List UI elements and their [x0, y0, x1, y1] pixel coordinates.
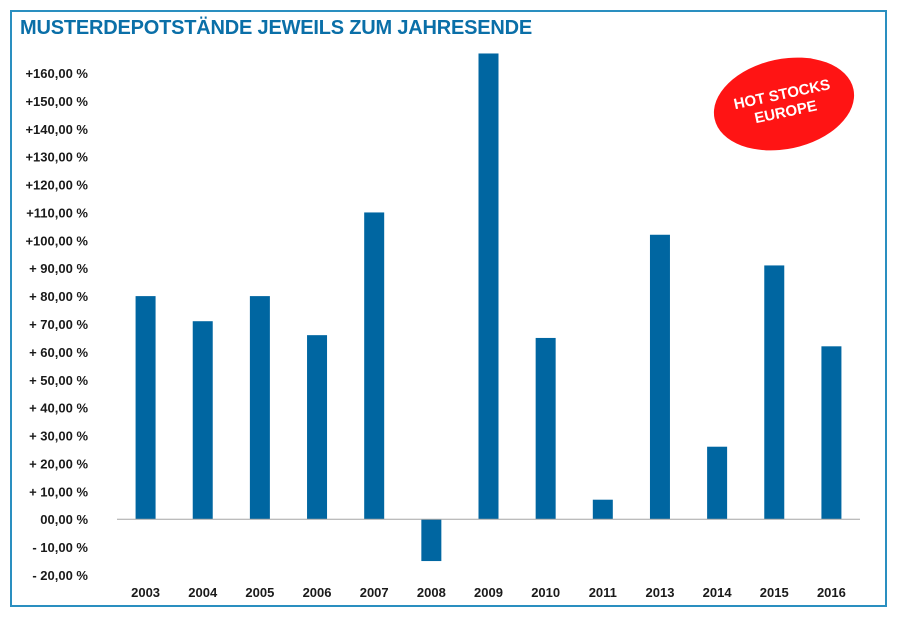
y-tick-label: +140,00 %: [25, 122, 88, 137]
y-axis-ticks: +160,00 % +150,00 % +140,00 % +130,00 % +120…: [25, 66, 88, 583]
y-tick-label: - 10,00 %: [32, 540, 88, 555]
bar-2008: [421, 519, 442, 562]
y-tick-label: + 30,00 %: [29, 429, 88, 444]
bar-2009: [478, 53, 499, 520]
bar-2010: [535, 337, 556, 520]
y-tick-label: + 20,00 %: [29, 456, 88, 471]
x-tick-label: 2005: [245, 585, 274, 600]
x-tick-label: 2003: [131, 585, 160, 600]
bar-2006: [307, 335, 328, 520]
bar-2004: [192, 321, 213, 520]
x-tick-label: 2009: [474, 585, 503, 600]
x-tick-label: 2011: [589, 585, 617, 600]
y-tick-label: + 80,00 %: [29, 289, 88, 304]
bar-2005: [249, 296, 270, 520]
y-tick-label: + 10,00 %: [29, 484, 88, 499]
bar-2013: [649, 234, 670, 520]
x-tick-label: 2015: [760, 585, 789, 600]
y-tick-label: +110,00 %: [26, 205, 88, 220]
bars: [135, 53, 842, 562]
y-tick-label: + 70,00 %: [29, 317, 88, 332]
y-tick-label: 00,00 %: [40, 512, 88, 527]
x-tick-label: 2007: [360, 585, 389, 600]
y-tick-label: +160,00 %: [25, 66, 88, 81]
y-tick-label: +100,00 %: [25, 233, 88, 248]
y-tick-label: + 40,00 %: [29, 401, 88, 416]
bar-2015: [764, 265, 785, 520]
y-tick-label: + 90,00 %: [29, 261, 88, 276]
x-tick-label: 2013: [646, 585, 675, 600]
bar-2014: [707, 446, 728, 520]
y-tick-label: - 20,00 %: [32, 568, 88, 583]
bar-2007: [364, 212, 385, 520]
x-tick-label: 2014: [703, 585, 733, 600]
bar-2003: [135, 296, 156, 520]
x-tick-label: 2010: [531, 585, 560, 600]
y-tick-label: +120,00 %: [25, 178, 88, 193]
x-tick-label: 2016: [817, 585, 846, 600]
x-tick-label: 2008: [417, 585, 446, 600]
x-tick-label: 2006: [303, 585, 332, 600]
chart-frame: [10, 10, 887, 607]
chart-title: MUSTERDEPOTSTÄNDE JEWEILS ZUM JAHRESENDE: [20, 17, 533, 39]
y-tick-label: +150,00 %: [25, 94, 88, 109]
bar-2011: [592, 499, 613, 520]
y-tick-label: + 50,00 %: [29, 373, 88, 388]
bar-2016: [821, 346, 842, 520]
x-axis-ticks: 2003 2004 2005 2006 2007 2008 2009 2010 2011 2013…: [131, 585, 846, 600]
y-tick-label: +130,00 %: [25, 150, 88, 165]
x-tick-label: 2004: [188, 585, 218, 600]
y-tick-label: + 60,00 %: [29, 345, 88, 360]
